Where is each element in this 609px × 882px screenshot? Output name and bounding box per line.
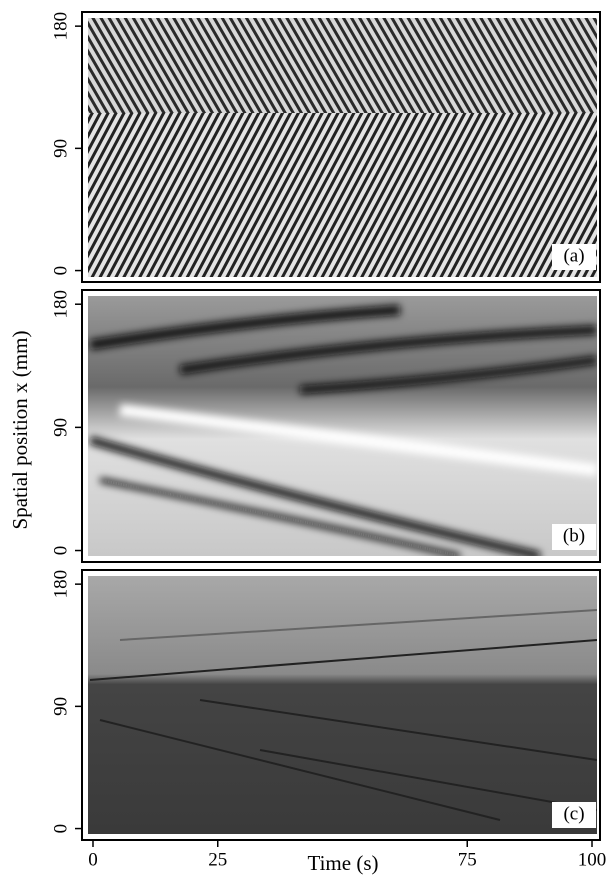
y-tick-label: 180 [50, 290, 71, 319]
x-tick-label: 25 [208, 849, 227, 870]
panel-frame [81, 11, 601, 283]
y-tick-label: 90 [50, 139, 71, 158]
space-time-image-c [88, 576, 597, 834]
y-tick-label: 90 [50, 697, 71, 716]
y-tick-label: 0 [50, 546, 71, 556]
x-tick-label: 0 [88, 849, 98, 870]
panel-label-box [552, 524, 596, 550]
x-tick-label: 100 [578, 849, 607, 870]
panel-label-box [552, 802, 596, 828]
panel-frame [81, 289, 601, 563]
space-time-image-a [88, 18, 597, 277]
y-tick-label: 0 [50, 266, 71, 276]
y-tick-label: 180 [50, 12, 71, 41]
panel-label: (c) [563, 803, 584, 824]
panel-label: (a) [563, 245, 584, 266]
panel-label-box [552, 244, 596, 270]
panel-label: (b) [563, 525, 585, 546]
y-tick-label: 180 [50, 570, 71, 599]
y-tick-label: 0 [50, 824, 71, 834]
space-time-image-b [88, 296, 597, 556]
x-axis-label: Time (s) [308, 851, 379, 875]
y-axis-label: Spatial position x (mm) [8, 331, 32, 530]
x-tick-label: 75 [458, 849, 477, 870]
y-tick-label: 90 [50, 418, 71, 437]
panel-frame [81, 569, 601, 841]
